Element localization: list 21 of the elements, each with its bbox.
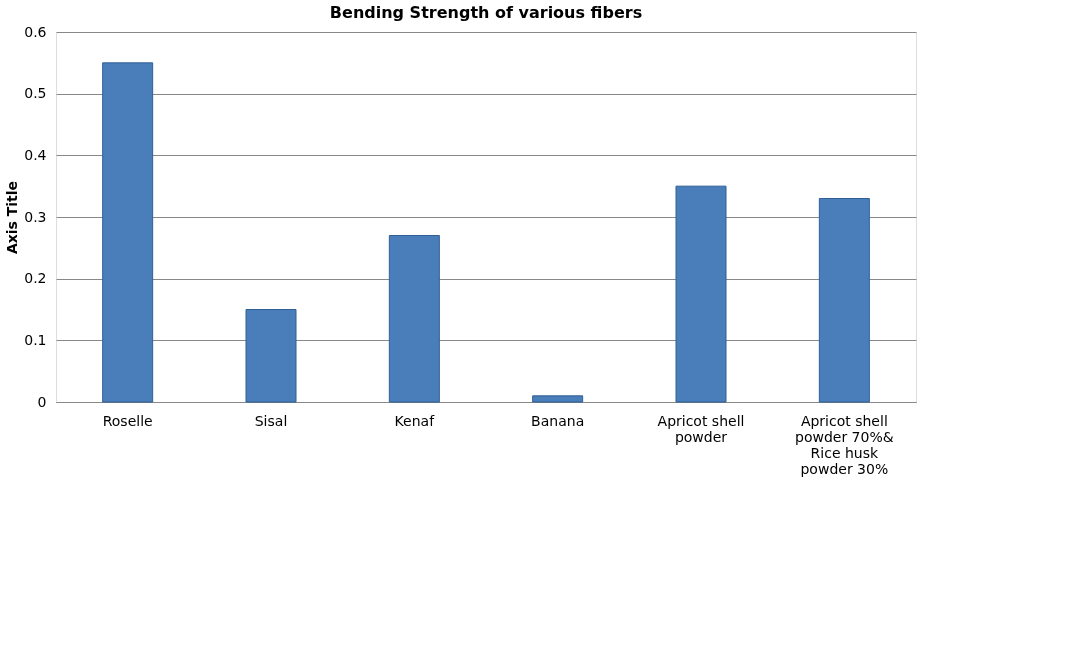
y-tick-label: 0.1 — [24, 331, 47, 348]
bar — [388, 235, 440, 403]
y-tick-label: 0.2 — [24, 270, 47, 287]
y-tick-label: 0.4 — [24, 146, 47, 163]
y-tick-label: 0 — [37, 393, 47, 410]
x-tick-label: Apricot shell powder — [657, 412, 745, 445]
y-tick-label: 0.3 — [24, 208, 47, 225]
bar — [532, 395, 584, 403]
chart-title: Bending Strength of various fibers — [329, 3, 643, 22]
bar — [818, 198, 870, 403]
x-tick-label: Sisal — [254, 412, 288, 429]
y-axis-title: Axis Title — [4, 180, 21, 255]
x-tick-label: Banana — [531, 412, 585, 429]
x-tick-label: Kenaf — [394, 412, 436, 429]
y-tick-label: 0.6 — [24, 23, 47, 40]
x-tick-label: Apricot shell powder 70%& Rice husk powder 30% — [795, 412, 894, 477]
bar — [102, 62, 154, 403]
y-tick-label: 0.5 — [24, 85, 47, 102]
bar — [245, 309, 297, 403]
bar — [675, 185, 727, 403]
x-tick-label: Roselle — [102, 412, 153, 429]
